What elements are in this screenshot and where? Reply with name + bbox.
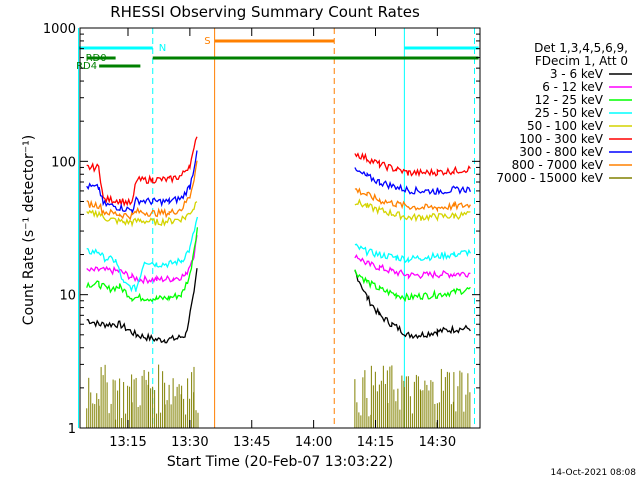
legend-entry-label-7: 800 - 7000 keV	[512, 158, 604, 172]
chart-title: RHESSI Observing Summary Count Rates	[110, 3, 420, 21]
series-12-25-kev-segment-0	[86, 227, 199, 303]
y-tick-label-3: 1000	[43, 22, 76, 37]
series-lines	[86, 136, 472, 428]
flag-label-rd0: RD0	[86, 53, 107, 64]
legend-entry-label-0: 3 - 6 keV	[550, 67, 604, 81]
legend-entry-label-1: 6 - 12 keV	[542, 80, 604, 94]
legend: Det 1,3,4,5,6,9, FDecim 1, Att 0 3 - 6 k…	[496, 41, 632, 185]
legend-header-line-2: FDecim 1, Att 0	[535, 54, 628, 68]
x-axis-ticks: 13:15 13:30 13:45 14:00 14:15 14:30	[109, 28, 456, 450]
legend-entry-label-8: 7000 - 15000 keV	[496, 171, 603, 185]
series-300-800-kev-segment-0	[86, 150, 198, 216]
series-6-12-kev-segment-0	[86, 234, 198, 285]
x-axis-label: Start Time (20-Feb-07 13:03:22)	[167, 454, 393, 470]
flag-label-n: N	[159, 43, 166, 54]
series-6-12-kev-segment-1	[354, 254, 471, 280]
legend-entry-label-4: 50 - 100 keV	[527, 119, 604, 133]
series-50-100-kev-segment-1	[354, 198, 471, 223]
x-tick-label-3: 14:00	[295, 435, 332, 450]
y-tick-label-1: 10	[59, 289, 76, 304]
y-axis-label: Count Rate (s⁻¹ detector⁻¹)	[21, 135, 37, 325]
x-tick-label-5: 14:30	[419, 435, 456, 450]
plot-frame	[79, 27, 481, 429]
series-25-50-kev-segment-1	[354, 243, 471, 264]
series-50-100-kev-segment-0	[86, 201, 198, 228]
series-12-25-kev-segment-1	[354, 269, 471, 302]
legend-entry-label-5: 100 - 300 keV	[519, 132, 603, 146]
x-tick-label-1: 13:30	[171, 435, 208, 450]
series-3-6-kev-segment-0	[86, 268, 198, 344]
series-800-7000-kev-segment-0	[86, 160, 198, 221]
series-800-7000-kev-segment-1	[354, 187, 471, 213]
legend-entry-label-6: 300 - 800 keV	[519, 145, 603, 159]
series-8-segment-1	[354, 365, 471, 428]
y-tick-label-0: 1	[68, 422, 76, 437]
x-tick-label-0: 13:15	[109, 435, 146, 450]
x-tick-label-2: 13:45	[233, 435, 270, 450]
legend-entry-label-2: 12 - 25 keV	[535, 93, 604, 107]
flag-label-rd4: RD4	[76, 61, 97, 72]
series-3-6-kev-segment-1	[354, 269, 471, 340]
legend-header-line-1: Det 1,3,4,5,6,9,	[534, 41, 628, 55]
series-25-50-kev-segment-0	[86, 216, 199, 293]
y-tick-label-2: 100	[51, 155, 76, 170]
x-tick-label-4: 14:15	[357, 435, 394, 450]
vertical-markers	[77, 28, 475, 428]
flag-label-s: S	[204, 36, 210, 47]
legend-entry-label-3: 25 - 50 keV	[535, 106, 604, 120]
y-axis-ticks: 1 10 100 1000	[43, 22, 480, 437]
series-8-segment-0	[86, 364, 199, 428]
series-100-300-kev-segment-0	[86, 136, 198, 207]
generation-timestamp: 14-Oct-2021 08:08	[551, 468, 637, 478]
series-100-300-kev-segment-1	[354, 152, 471, 178]
series-300-800-kev-segment-1	[354, 167, 472, 196]
